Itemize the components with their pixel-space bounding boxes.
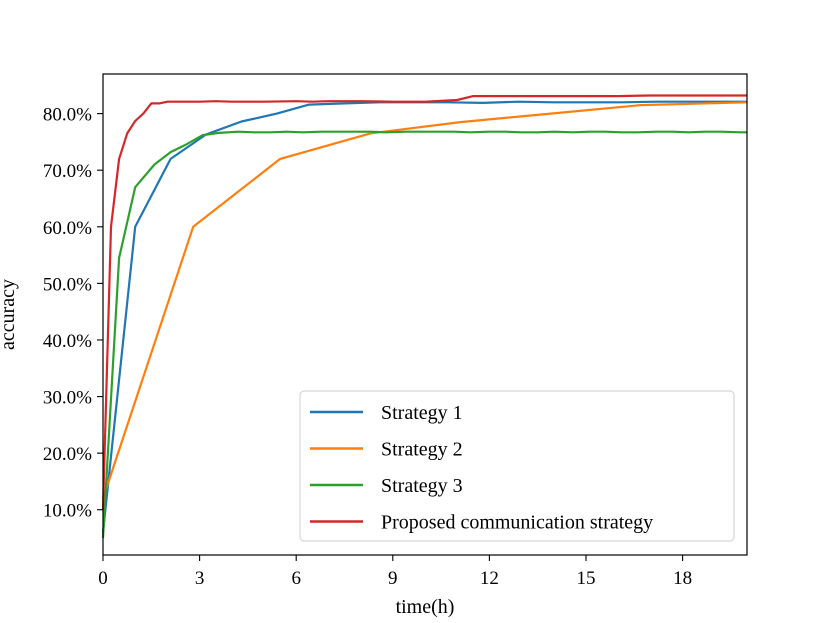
x-tick-label: 0 xyxy=(98,568,108,589)
series-line-3 xyxy=(101,130,747,539)
legend-box xyxy=(299,390,735,542)
series-line-2 xyxy=(101,101,748,499)
legend-label: Proposed communication strategy xyxy=(381,512,653,534)
legend-label: Strategy 2 xyxy=(381,439,463,461)
y-tick-label: 70.0% xyxy=(43,161,92,182)
x-axis: 0 3 6 9 12 15 18 xyxy=(98,555,692,589)
y-tick-label: 20.0% xyxy=(43,444,92,465)
y-axis-label: accuracy xyxy=(0,279,19,350)
x-tick-label: 15 xyxy=(577,568,596,589)
x-tick-label: 18 xyxy=(673,568,692,589)
y-tick-label: 80.0% xyxy=(43,105,92,126)
legend-label: Strategy 1 xyxy=(381,402,463,424)
plot-frame xyxy=(102,73,748,556)
y-tick-label: 30.0% xyxy=(43,388,92,409)
y-tick-label: 40.0% xyxy=(43,331,92,352)
x-axis-label: time(h) xyxy=(396,596,455,618)
series-layer xyxy=(101,94,748,539)
x-tick-label: 6 xyxy=(291,568,301,589)
y-tick-label: 50.0% xyxy=(43,274,92,295)
series-line-4 xyxy=(101,94,747,510)
y-tick-label: 60.0% xyxy=(43,218,92,239)
x-tick-label: 12 xyxy=(480,568,499,589)
legend-label: Strategy 3 xyxy=(381,475,463,497)
legend: Strategy 1 Strategy 2 Strategy 3 Proposed c… xyxy=(299,390,735,542)
x-tick-label: 9 xyxy=(388,568,398,589)
x-tick-label: 3 xyxy=(195,568,205,589)
y-axis: 10.0% 20.0% 30.0% 40.0% 50.0% 60.0% 70.0% 80.0% xyxy=(43,105,103,522)
y-tick-label: 10.0% xyxy=(43,501,92,522)
